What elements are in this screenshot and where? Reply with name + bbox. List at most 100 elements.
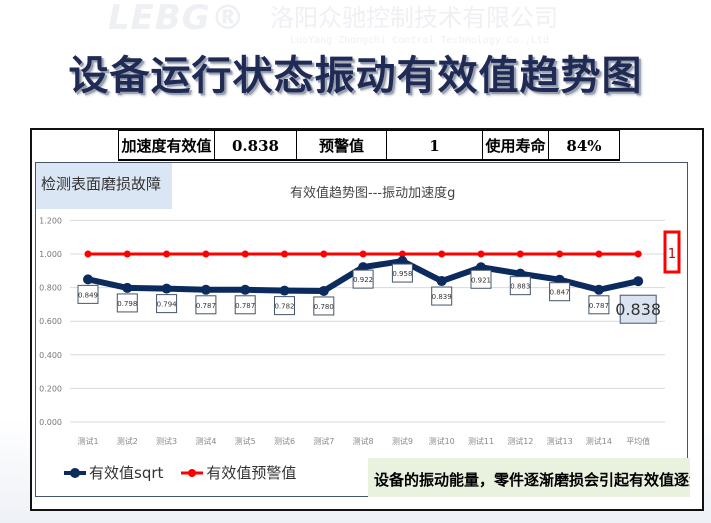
rms-point <box>240 284 251 295</box>
data-label-box <box>352 269 374 289</box>
y-tick-label: 0.200 <box>39 384 62 393</box>
fault-tag: 检测表面磨损故障 <box>36 163 172 209</box>
warn-point <box>595 250 603 258</box>
kpi-rms-value: 0.838 <box>214 131 296 161</box>
data-label-box <box>313 296 335 316</box>
data-label: 0.922 <box>353 276 373 284</box>
watermark-company: 洛阳众驰控制技术有限公司 <box>270 4 558 32</box>
data-label: 0.787 <box>589 302 609 310</box>
warn-point <box>84 250 92 258</box>
warn-point <box>516 250 524 258</box>
warn-point <box>241 250 249 258</box>
legend-item-warn: 有效值预警值 <box>181 462 296 483</box>
data-label-box <box>470 269 492 289</box>
rms-point <box>318 285 329 296</box>
x-tick-label: 测试9 <box>392 436 413 446</box>
data-label: 0.794 <box>157 301 178 309</box>
rms-point <box>593 284 604 295</box>
warn-point <box>438 250 446 258</box>
warn-end-label: 1 <box>668 247 676 262</box>
legend-item-rms: 有效值sqrt <box>64 462 163 483</box>
x-tick-label: 测试11 <box>468 436 494 446</box>
rms-point <box>122 282 133 293</box>
data-label: 0.839 <box>432 293 452 301</box>
y-tick-label: 0.600 <box>39 317 62 326</box>
data-label-box <box>391 263 413 283</box>
data-label: 0.849 <box>78 291 98 299</box>
warn-point <box>634 250 642 258</box>
data-label-box <box>619 294 657 324</box>
page-title: 设备运行状态振动有效值趋势图 <box>68 52 643 99</box>
data-label: 0.787 <box>235 302 255 310</box>
data-label: 0.787 <box>196 302 216 310</box>
chart-title: 有效值趋势图---振动加速度g <box>290 186 456 201</box>
watermark-logo: LEBG® <box>108 0 246 38</box>
data-label-box <box>195 295 217 315</box>
watermark-company-en: LuoYang Zhongchi Control Technology Co.,… <box>290 35 549 46</box>
data-label-box <box>77 284 99 304</box>
data-label: 0.782 <box>274 303 294 311</box>
data-label-box <box>588 295 610 315</box>
y-tick-label: 1.000 <box>39 250 62 259</box>
legend-label: 有效值sqrt <box>89 464 164 482</box>
y-tick-label: 0.400 <box>39 351 62 360</box>
warn-point <box>556 250 564 258</box>
data-label: 0.838 <box>615 300 661 319</box>
data-label: 0.883 <box>510 283 530 291</box>
data-label: 0.958 <box>392 270 412 278</box>
x-tick-label: 测试14 <box>586 436 612 446</box>
data-label-box <box>549 282 571 302</box>
chart-panel <box>35 162 688 497</box>
rms-point <box>200 284 211 295</box>
warn-point <box>163 250 171 258</box>
legend: 有效值sqrt 有效值预警值 <box>64 462 296 483</box>
data-label-box <box>234 295 256 315</box>
x-tick-label: 测试5 <box>235 436 256 446</box>
warn-point <box>359 250 367 258</box>
kpi-life-label: 使用寿命 <box>482 131 548 161</box>
rms-point <box>279 285 290 296</box>
warn-point <box>477 250 485 258</box>
data-label: 0.798 <box>117 300 137 308</box>
legend-marker-red-icon <box>181 468 204 477</box>
rms-point <box>83 274 93 285</box>
data-label-box <box>156 294 178 314</box>
kpi-warn-value: 1 <box>386 131 482 161</box>
data-label: 0.847 <box>550 289 570 297</box>
y-tick-label: 0.000 <box>39 418 62 427</box>
data-label-box <box>274 296 295 316</box>
data-label: 0.780 <box>314 303 334 311</box>
warn-point <box>281 250 288 258</box>
warn-point <box>320 250 328 258</box>
warn-point <box>123 250 131 258</box>
y-tick-label: 1.200 <box>39 216 62 225</box>
x-tick-label: 测试1 <box>77 436 98 446</box>
x-tick-label: 测试7 <box>313 436 334 446</box>
x-tick-label: 测试4 <box>195 436 216 446</box>
rms-point <box>161 283 172 294</box>
kpi-life-value: 84% <box>548 131 620 161</box>
data-label-box <box>509 276 531 296</box>
rms-point <box>436 276 447 287</box>
x-tick-label: 平均值 <box>626 436 650 446</box>
warn-point <box>398 250 406 258</box>
legend-marker-navy-icon <box>64 467 86 478</box>
x-tick-label: 测试12 <box>507 436 533 446</box>
annotation-note: 设备的振动能量，零件逐渐磨损会引起有效值逐渐增大 <box>368 458 690 497</box>
kpi-warn-label: 预警值 <box>296 131 386 161</box>
y-tick-label: 0.800 <box>39 284 62 293</box>
x-tick-label: 测试8 <box>353 436 374 446</box>
legend-label: 有效值预警值 <box>206 464 297 482</box>
x-tick-label: 测试3 <box>156 436 177 446</box>
x-tick-label: 测试6 <box>274 436 295 446</box>
rms-point <box>633 276 644 287</box>
warn-point <box>202 250 210 258</box>
data-label-box <box>116 293 138 313</box>
x-tick-label: 测试13 <box>547 436 573 446</box>
x-tick-label: 测试10 <box>429 436 455 446</box>
x-tick-label: 测试2 <box>117 436 138 446</box>
warn-end-label-box <box>663 230 681 274</box>
data-label: 0.921 <box>471 276 491 284</box>
data-label-box <box>431 286 453 306</box>
